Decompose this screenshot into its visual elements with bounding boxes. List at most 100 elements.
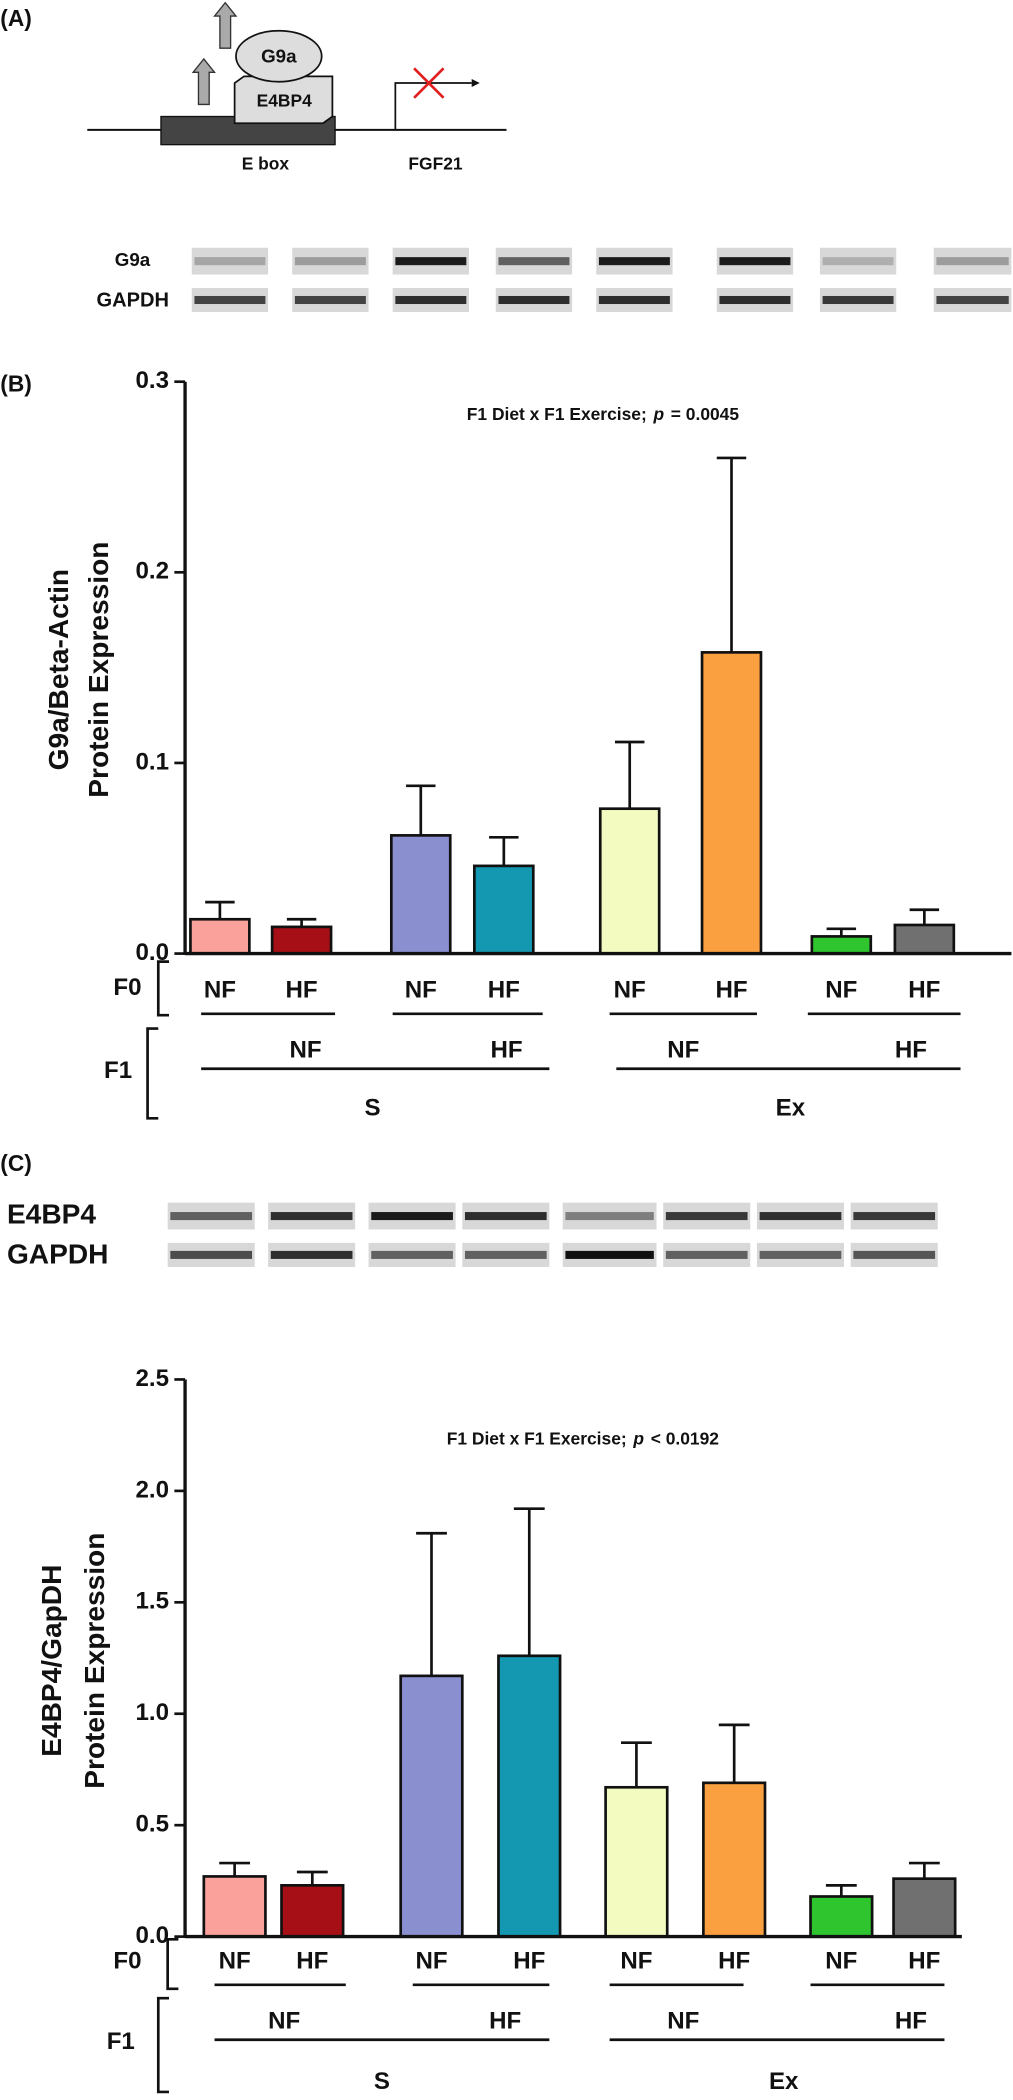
arrow-up — [191, 57, 216, 106]
bar — [809, 1895, 874, 1938]
blot-band — [853, 1212, 936, 1221]
bracket — [166, 1937, 179, 1991]
blot-band — [395, 295, 467, 305]
y-axis-label: Protein Expression — [83, 542, 114, 798]
y-axis-label: E4BP4/GapDH — [36, 1565, 67, 1757]
annotation-result: = 0.0045 — [671, 404, 740, 424]
blot-band — [565, 1250, 654, 1259]
blot-band — [759, 1250, 842, 1259]
exercise-group-label: Ex — [769, 2068, 799, 2095]
y-tick-label: 0.1 — [136, 748, 170, 775]
bar — [389, 834, 452, 955]
exercise-group-label: S — [365, 1094, 381, 1121]
x-tick-label: NF — [614, 976, 646, 1003]
e4bp4-shape — [233, 75, 334, 125]
panel-label: (C) — [0, 1150, 32, 1176]
annotation-stat: p — [652, 404, 664, 424]
annotation-text: F1 Diet x F1 Exercise; — [467, 404, 647, 424]
blot-band — [665, 1250, 748, 1259]
blot-band — [598, 295, 670, 305]
f1-group-label: HF — [895, 2008, 927, 2035]
f0-label: F0 — [113, 1947, 141, 1974]
blot-band — [719, 295, 791, 305]
bar — [702, 1781, 767, 1938]
bar — [700, 651, 763, 955]
annotation-stat: p — [632, 1428, 644, 1448]
y-tick-label: 2.5 — [136, 1365, 170, 1392]
blot-band — [598, 257, 670, 266]
f1-group-label: NF — [290, 1037, 322, 1064]
x-tick-label: HF — [908, 976, 940, 1003]
blot-band — [936, 257, 1009, 266]
blot-label: G9a — [115, 249, 151, 270]
blot-lane — [562, 1202, 657, 1230]
blot-band — [759, 1212, 842, 1221]
blot-band — [170, 1250, 253, 1259]
blot-lane — [933, 247, 1012, 275]
blot-band — [371, 1250, 453, 1259]
blot-band — [822, 295, 894, 305]
f0-label: F0 — [113, 974, 141, 1001]
bar — [280, 1884, 345, 1938]
diagram-label: G9a — [261, 46, 297, 67]
blot-band — [170, 1212, 253, 1221]
x-tick-label: HF — [296, 1947, 328, 1974]
bar — [399, 1674, 464, 1938]
y-tick-label: 0.5 — [136, 1811, 170, 1838]
blot-band — [936, 295, 1009, 305]
diagram: G9a E4BP4 E box FGF21 — [87, 1, 507, 173]
diagram-label: E box — [242, 153, 290, 173]
y-axis-label: G9a/Beta-Actin — [43, 569, 74, 771]
x-tick-label: NF — [415, 1947, 447, 1974]
blot-band — [498, 257, 570, 266]
bracket — [146, 1027, 159, 1120]
x-tick-label: NF — [825, 976, 857, 1003]
g9a-shape — [235, 29, 323, 83]
blot-band — [853, 1250, 936, 1259]
x-tick-label: HF — [715, 976, 747, 1003]
blot-band — [464, 1250, 547, 1259]
blot-band — [665, 1212, 748, 1221]
x-tick-label: NF — [219, 1947, 251, 1974]
blot-band — [270, 1212, 353, 1221]
arrow-head — [471, 79, 480, 88]
x-tick-label: NF — [204, 976, 236, 1003]
x-tick-label: HF — [286, 976, 318, 1003]
panel-label: (A) — [0, 5, 32, 31]
bar — [810, 935, 873, 955]
red-x — [413, 67, 445, 99]
x-tick-label: HF — [488, 976, 520, 1003]
exercise-group-label: Ex — [776, 1094, 806, 1121]
blot-band — [719, 257, 791, 266]
x-tick-label: HF — [513, 1947, 545, 1974]
bar — [189, 917, 251, 955]
bar — [473, 864, 535, 955]
bracket — [156, 1996, 169, 2094]
blot-band — [371, 1212, 453, 1221]
bar — [270, 925, 333, 955]
blot-lane — [191, 247, 269, 275]
f1-group-label: NF — [667, 2008, 699, 2035]
y-tick-label: 2.0 — [136, 1476, 170, 1503]
bar — [604, 1785, 669, 1938]
bracket — [156, 960, 169, 1017]
f1-group-label: NF — [268, 2008, 300, 2035]
bar — [892, 1877, 957, 1938]
blot-band — [498, 295, 570, 305]
f1-group-label: HF — [490, 1037, 522, 1064]
f1-group-label: NF — [667, 1037, 699, 1064]
annotation-result: < 0.0192 — [651, 1428, 719, 1448]
f1-group-label: HF — [489, 2008, 521, 2035]
blot-band — [395, 257, 467, 266]
y-tick-label: 0.0 — [136, 1922, 170, 1949]
exercise-group-label: S — [374, 2068, 390, 2095]
annotation: F1 Diet x F1 Exercise; p < 0.0192 — [447, 1428, 719, 1448]
y-tick-label: 0.3 — [136, 367, 170, 394]
blot-band — [294, 257, 366, 266]
diagram-label: FGF21 — [408, 153, 462, 173]
y-tick-label: 1.0 — [136, 1699, 170, 1726]
blot-band — [464, 1212, 547, 1221]
blot-lane — [292, 247, 369, 275]
x-tick-label: NF — [405, 976, 437, 1003]
